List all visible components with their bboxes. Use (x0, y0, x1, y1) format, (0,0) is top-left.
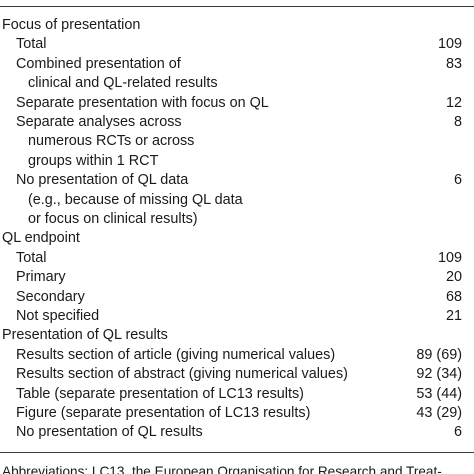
row-label: Table (separate presentation of LC13 res… (0, 385, 346, 404)
row-label: Primary (0, 268, 346, 287)
row-label: Figure (separate presentation of LC13 re… (0, 404, 346, 423)
row-label-line: Results section of abstract (giving nume… (16, 366, 348, 383)
table-bottom-rule (0, 452, 474, 453)
row-value: 21 (445, 308, 462, 325)
table-row: Total 109 (0, 35, 474, 54)
row-value: 8 (453, 114, 462, 131)
row-label-line: groups within 1 RCT (28, 152, 159, 169)
table-row: Results section of abstract (giving nume… (0, 365, 474, 384)
row-label-line: Primary (16, 269, 66, 286)
table-row: No presentation of QL data (e.g., becaus… (0, 171, 474, 229)
row-value: 20 (445, 269, 462, 286)
row-label-line: Separate presentation with focus on QL (16, 94, 269, 111)
row-label: Total (0, 35, 346, 54)
row-value: 109 (437, 249, 462, 266)
row-label-line: No presentation of QL results (16, 424, 203, 441)
table-row: Separate analyses across numerous RCTs o… (0, 113, 474, 171)
row-value: 92 (34) (416, 366, 462, 383)
table-row: Separate presentation with focus on QL 1… (0, 94, 474, 113)
row-value: 43 (29) (416, 405, 462, 422)
row-value: 68 (445, 288, 462, 305)
row-label-line: Results section of article (giving numer… (16, 346, 336, 363)
row-label: No presentation of QL data (e.g., becaus… (0, 171, 346, 229)
row-label: Separate analyses across numerous RCTs o… (0, 113, 346, 171)
row-label-line: Separate analyses across (16, 114, 182, 131)
row-label-line: Not specified (16, 308, 100, 325)
row-value: 6 (453, 172, 462, 189)
row-value: 89 (69) (416, 346, 462, 363)
table-row: Not specified 21 (0, 307, 474, 326)
table-row: No presentation of QL results 6 (0, 423, 474, 442)
row-label-line: Total (16, 249, 47, 266)
row-label: Results section of abstract (giving nume… (0, 365, 348, 384)
row-label-line: clinical and QL-related results (28, 75, 218, 92)
row-label-line: (e.g., because of missing QL data (28, 191, 243, 208)
row-label: No presentation of QL results (0, 423, 346, 442)
row-label-line: Secondary (16, 288, 85, 305)
row-label: Total (0, 249, 346, 268)
section-title: Focus of presentation (2, 17, 141, 33)
row-label: Secondary (0, 288, 346, 307)
row-label: Combined presentation of clinical and QL… (0, 55, 346, 94)
data-table: Focus of presentation Total 109 Combined… (0, 16, 474, 443)
section-focus-of-presentation: Focus of presentation Total 109 Combined… (0, 16, 474, 229)
table-row: Primary 20 (0, 268, 474, 287)
section-ql-endpoint: QL endpoint Total 109 Primary 20 Seconda… (0, 229, 474, 326)
row-label-line: Total (16, 36, 47, 53)
table-row: Table (separate presentation of LC13 res… (0, 385, 474, 404)
table-row: Total 109 (0, 249, 474, 268)
row-label-line: Combined presentation of (16, 55, 181, 72)
row-value: 83 (445, 55, 462, 72)
row-label: Separate presentation with focus on QL (0, 94, 346, 113)
section-title: Presentation of QL results (2, 327, 168, 344)
row-label-line: Table (separate presentation of LC13 res… (16, 385, 304, 402)
table-top-rule (0, 6, 474, 7)
table-row: Combined presentation of clinical and QL… (0, 55, 474, 94)
row-label-line: or focus on clinical results) (28, 211, 198, 228)
row-value: 109 (437, 36, 462, 53)
row-label: Results section of article (giving numer… (0, 346, 346, 365)
table-row: Figure (separate presentation of LC13 re… (0, 404, 474, 423)
table-row: Secondary 68 (0, 288, 474, 307)
table-footnote: Abbreviations: LC13, the European Organi… (2, 464, 442, 474)
row-value: 12 (445, 94, 462, 111)
table-row: Results section of article (giving numer… (0, 346, 474, 365)
section-title: QL endpoint (2, 230, 80, 247)
row-label-line: numerous RCTs or across (28, 133, 195, 150)
row-label-line: No presentation of QL data (16, 172, 189, 189)
section-presentation-of-ql-results: Presentation of QL results Results secti… (0, 326, 474, 442)
row-label: Not specified (0, 307, 346, 326)
row-value: 53 (44) (416, 385, 462, 402)
row-label-line: Figure (separate presentation of LC13 re… (16, 405, 311, 422)
row-value: 6 (453, 424, 462, 441)
